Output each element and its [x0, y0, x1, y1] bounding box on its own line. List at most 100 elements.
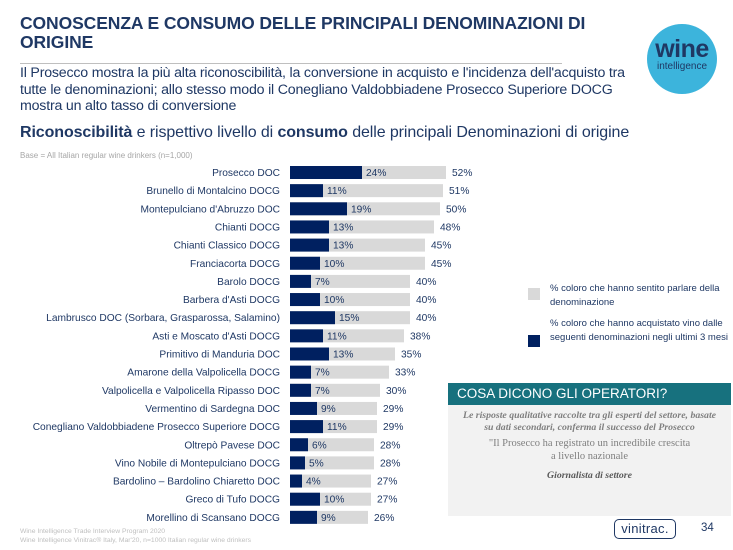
category-label: Morellino di Scansano DOCG [146, 513, 280, 524]
bar-purchase [290, 202, 347, 216]
bar-purchase [290, 383, 311, 397]
bar-awareness [290, 456, 374, 470]
category-label: Valpolicella e Valpolicella Ripasso DOC [102, 386, 280, 397]
logo-tagline: intelligence [656, 61, 708, 72]
bar-awareness [290, 274, 410, 288]
bar-purchase [290, 274, 311, 288]
bar-purchase [290, 401, 317, 415]
data-label-awareness: 40% [416, 277, 436, 288]
data-label-awareness: 35% [401, 350, 421, 361]
category-label: Conegliano Valdobbiadene Prosecco Superi… [33, 422, 280, 433]
data-label-awareness: 29% [383, 422, 403, 433]
category-label: Barbera d'Asti DOCG [183, 295, 280, 306]
legend-label-purchase: % coloro che hanno acquistato vino dalle… [550, 318, 728, 343]
data-label-purchase: 11% [327, 331, 347, 342]
footer-source-2: Wine Intelligence Vinitrac® Italy, Mar'2… [20, 536, 252, 544]
data-label-awareness: 40% [416, 295, 436, 306]
bar-purchase [290, 238, 329, 252]
data-label-purchase: 9% [321, 404, 336, 415]
legend-swatch-purchase [528, 335, 540, 347]
data-label-purchase: 13% [333, 350, 353, 361]
data-label-awareness: 27% [377, 495, 397, 506]
footer-sources: Wine Intelligence Trade Interview Progra… [20, 528, 251, 545]
data-label-purchase: 11% [327, 186, 347, 197]
data-label-purchase: 4% [306, 477, 321, 488]
category-label: Vermentino di Sardegna DOC [145, 404, 280, 415]
category-label: Chianti DOCG [215, 222, 280, 233]
legend-swatch-awareness [528, 288, 540, 300]
bar-purchase [290, 365, 311, 379]
bar-purchase [290, 492, 320, 506]
bar-purchase [290, 256, 320, 270]
data-label-awareness: 28% [380, 440, 400, 451]
data-label-awareness: 45% [431, 241, 451, 252]
data-label-awareness: 28% [380, 458, 400, 469]
category-label: Asti e Moscato d'Asti DOCG [152, 331, 280, 342]
data-label-awareness: 40% [416, 313, 436, 324]
data-label-purchase: 6% [312, 440, 327, 451]
category-label: Greco di Tufo DOCG [185, 495, 280, 506]
chart-heading-bold-awareness: Riconoscibilità [20, 124, 133, 141]
operators-box: COSA DICONO GLI OPERATORI? Le risposte q… [448, 383, 731, 516]
page-subtitle: Il Prosecco mostra la più alta riconosci… [20, 65, 625, 114]
category-label: Barolo DOCG [217, 277, 280, 288]
legend-label-awareness: % coloro che hanno sentito parlare della… [550, 283, 720, 308]
data-label-awareness: 27% [377, 477, 397, 488]
data-label-purchase: 10% [324, 495, 344, 506]
bar-purchase [290, 311, 335, 325]
data-label-awareness: 45% [431, 259, 451, 270]
category-label: Bardolino – Bardolino Chiaretto DOC [113, 477, 280, 488]
bar-purchase [290, 420, 323, 434]
category-label: Amarone della Valpolicella DOCG [127, 368, 280, 379]
operators-quote: "Il Prosecco ha registrato un incredibil… [488, 438, 691, 462]
data-label-purchase: 13% [333, 222, 353, 233]
operators-intro: Le risposte qualitative raccolte tra gli… [462, 410, 717, 433]
category-label: Lambrusco DOC (Sorbara, Grasparossa, Sal… [46, 313, 280, 324]
category-label: Chianti Classico DOCG [174, 241, 281, 252]
bar-purchase [290, 220, 329, 234]
chart-heading-bold-consumption: consumo [277, 124, 348, 141]
data-label-purchase: 5% [309, 458, 324, 469]
legend-item-awareness: % coloro che hanno sentito parlare della… [528, 282, 728, 309]
bar-awareness [290, 184, 443, 198]
data-label-purchase: 15% [339, 313, 359, 324]
bar-awareness [290, 383, 380, 397]
logo-wordmark: wine [655, 35, 709, 63]
category-label: Franciacorta DOCG [190, 259, 280, 270]
chart-heading-text-2: delle principali Denominazioni di origin… [347, 124, 630, 141]
footer-source-1: Wine Intelligence Trade Interview Progra… [20, 528, 166, 535]
bar-purchase [290, 456, 305, 470]
bar-awareness [290, 256, 425, 270]
data-label-purchase: 7% [315, 277, 330, 288]
bar-purchase [290, 166, 362, 179]
wine-intelligence-logo: wine intelligence [647, 24, 717, 94]
data-label-purchase: 24% [366, 168, 386, 179]
category-label: Montepulciano d'Abruzzo DOC [140, 204, 280, 215]
data-label-awareness: 38% [410, 331, 430, 342]
operators-heading: COSA DICONO GLI OPERATORI? [448, 383, 731, 405]
data-label-purchase: 19% [351, 204, 371, 215]
bar-purchase [290, 510, 317, 524]
data-label-awareness: 29% [383, 404, 403, 415]
category-label: Prosecco DOC [212, 168, 280, 179]
category-label: Oltrepò Pavese DOC [184, 440, 280, 451]
category-label: Vino Nobile di Montepulciano DOCG [115, 458, 280, 469]
bar-awareness [290, 474, 371, 488]
data-label-awareness: 26% [374, 513, 394, 524]
bar-purchase [290, 347, 329, 361]
vinitrac-logo: vinitrac. [614, 519, 676, 539]
data-label-awareness: 30% [386, 386, 406, 397]
bar-awareness [290, 438, 374, 452]
data-label-purchase: 7% [315, 386, 330, 397]
chart-heading-text-1: e rispettivo livello di [132, 124, 278, 141]
legend-item-purchase: % coloro che hanno acquistato vino dalle… [528, 317, 728, 347]
data-label-purchase: 9% [321, 513, 336, 524]
base-note: Base = All Italian regular wine drinkers… [20, 151, 193, 160]
bar-awareness [290, 365, 389, 379]
data-label-awareness: 50% [446, 204, 466, 215]
data-label-purchase: 10% [324, 259, 344, 270]
data-label-purchase: 7% [315, 368, 330, 379]
data-label-purchase: 11% [327, 422, 347, 433]
bar-purchase [290, 474, 302, 488]
